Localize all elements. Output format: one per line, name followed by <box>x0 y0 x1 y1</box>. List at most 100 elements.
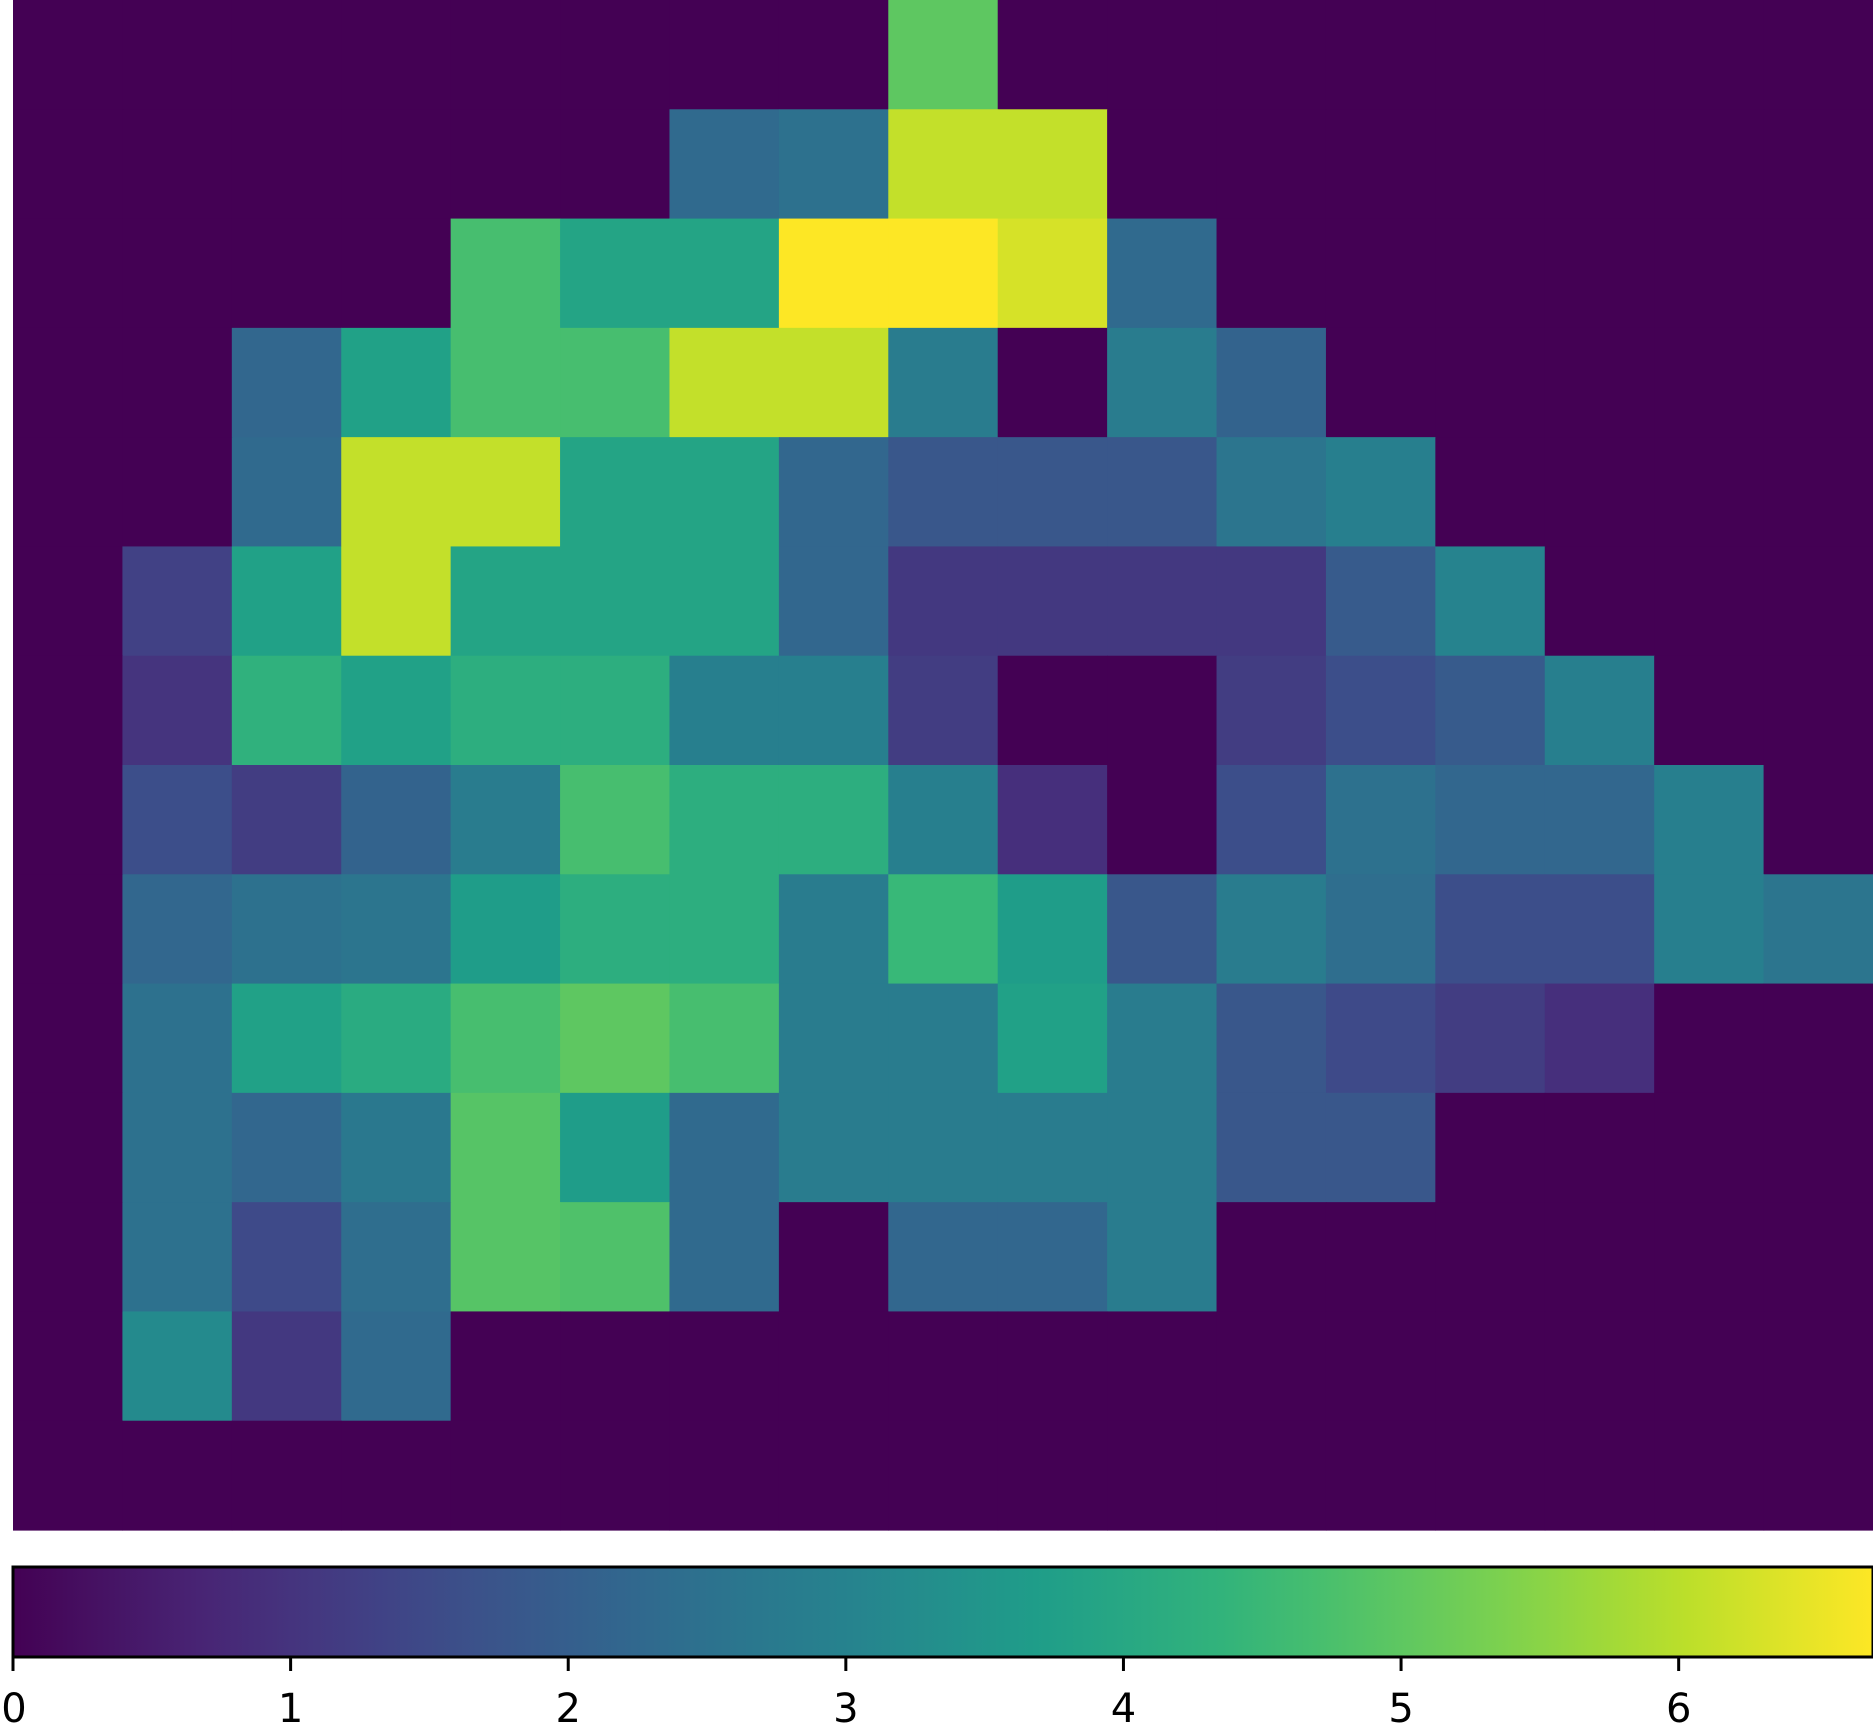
heatmap-cell <box>450 765 561 875</box>
heatmap-cell <box>122 1311 233 1422</box>
heatmap-cell <box>1107 327 1218 438</box>
heatmap-cell <box>888 655 999 766</box>
heatmap-cell <box>1435 327 1546 438</box>
heatmap-cell <box>231 437 342 548</box>
heatmap-cell <box>1107 218 1218 329</box>
heatmap-cell <box>231 874 342 985</box>
heatmap-cell <box>888 546 999 657</box>
heatmap-cell <box>122 983 233 1094</box>
heatmap-cell <box>888 765 999 875</box>
heatmap-cell <box>1216 0 1327 110</box>
heatmap-cell <box>669 1311 780 1422</box>
heatmap-cell <box>778 983 889 1094</box>
heatmap-cell <box>997 218 1108 329</box>
heatmap-cell <box>231 1311 342 1422</box>
heatmap-cell <box>122 327 233 438</box>
heatmap-cell <box>1544 1092 1655 1203</box>
heatmap-cell <box>560 546 671 657</box>
heatmap-cell <box>1544 546 1655 657</box>
heatmap-cell <box>997 655 1108 766</box>
heatmap-cell <box>1435 765 1546 875</box>
heatmap-cell <box>341 1092 452 1203</box>
heatmap-cell <box>778 765 889 875</box>
heatmap-cell <box>13 655 124 766</box>
heatmap-cell <box>1654 655 1765 766</box>
heatmap-cell <box>1435 109 1546 220</box>
heatmap-cell <box>231 983 342 1094</box>
heatmap-cell <box>669 327 780 438</box>
heatmap-cell <box>1216 546 1327 657</box>
heatmap-cell <box>1654 765 1765 875</box>
heatmap-cell <box>669 1092 780 1203</box>
heatmap-cell <box>1107 765 1218 875</box>
heatmap-cell <box>1435 874 1546 985</box>
heatmap-cell <box>1544 983 1655 1094</box>
heatmap-cell <box>888 1311 999 1422</box>
colorbar-tick-label: 2 <box>555 1686 580 1732</box>
heatmap-cell <box>560 983 671 1094</box>
heatmap-cell <box>778 327 889 438</box>
heatmap-cell <box>1325 546 1436 657</box>
heatmap-cell <box>122 765 233 875</box>
heatmap-cell <box>1763 874 1873 985</box>
heatmap-cell <box>1544 655 1655 766</box>
heatmap-cell <box>560 109 671 220</box>
heatmap-cell <box>1763 1420 1873 1531</box>
heatmap-cell <box>669 874 780 985</box>
heatmap-cell <box>1544 0 1655 110</box>
heatmap-cell <box>669 1420 780 1531</box>
heatmap-cell <box>669 983 780 1094</box>
heatmap-cell <box>1654 546 1765 657</box>
heatmap-cell <box>1107 546 1218 657</box>
heatmap-cell <box>1763 1311 1873 1422</box>
heatmap-cell <box>1544 874 1655 985</box>
heatmap-cell <box>1435 1202 1546 1313</box>
heatmap-cell <box>669 109 780 220</box>
heatmap-cell <box>1107 1311 1218 1422</box>
colorbar: 0 1 2 3 4 5 6 <box>1 1565 1873 1732</box>
heatmap-cell <box>1544 437 1655 548</box>
heatmap-cell <box>122 1092 233 1203</box>
heatmap-cell <box>888 218 999 329</box>
colorbar-tick-label: 1 <box>278 1686 303 1732</box>
heatmap-cell <box>341 218 452 329</box>
heatmap-cell <box>1435 655 1546 766</box>
heatmap-cell <box>231 1202 342 1313</box>
heatmap-cell <box>13 109 124 220</box>
heatmap-cell <box>888 109 999 220</box>
heatmap-cell <box>1107 1420 1218 1531</box>
colorbar-ticks: 0 1 2 3 4 5 6 <box>1 1657 1691 1732</box>
heatmap-cell <box>450 1092 561 1203</box>
heatmap-cell <box>997 0 1108 110</box>
heatmap-cell <box>778 109 889 220</box>
heatmap-cell <box>1107 1092 1218 1203</box>
colorbar-tick-label: 6 <box>1666 1686 1691 1732</box>
heatmap-cell <box>450 109 561 220</box>
heatmap-cell <box>450 0 561 110</box>
heatmap-cell <box>13 1420 124 1531</box>
heatmap-cell <box>1435 1311 1546 1422</box>
heatmap-cell <box>1763 983 1873 1094</box>
heatmap-plot-area <box>13 0 1873 1531</box>
heatmap-cell <box>13 0 124 110</box>
heatmap-cell <box>1325 765 1436 875</box>
heatmap-cell <box>1107 109 1218 220</box>
heatmap-cell <box>778 1202 889 1313</box>
heatmap-cell <box>1325 655 1436 766</box>
heatmap-cell <box>341 437 452 548</box>
heatmap-cell <box>560 437 671 548</box>
heatmap-cell <box>997 765 1108 875</box>
heatmap-cell <box>1654 1092 1765 1203</box>
heatmap-cell <box>1325 1092 1436 1203</box>
heatmap-cell <box>1654 327 1765 438</box>
heatmap-cell <box>1325 1202 1436 1313</box>
heatmap-cell <box>560 765 671 875</box>
heatmap-cell <box>122 546 233 657</box>
heatmap-cell <box>997 1202 1108 1313</box>
heatmap-cell <box>669 546 780 657</box>
heatmap-cell <box>997 1092 1108 1203</box>
heatmap-cell <box>122 218 233 329</box>
heatmap-cell <box>560 655 671 766</box>
heatmap-cell <box>1654 1311 1765 1422</box>
heatmap-cell <box>669 655 780 766</box>
